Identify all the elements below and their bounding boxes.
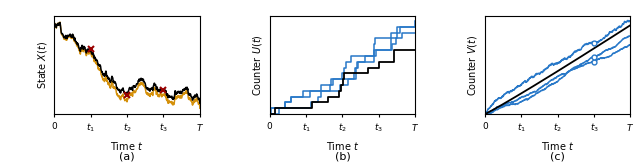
X-axis label: Time $t$: Time $t$: [541, 140, 574, 152]
X-axis label: Time $t$: Time $t$: [111, 140, 144, 152]
Y-axis label: State $X(t)$: State $X(t)$: [36, 41, 49, 89]
Y-axis label: Counter $U(t)$: Counter $U(t)$: [251, 34, 264, 96]
Text: (b): (b): [335, 151, 350, 161]
X-axis label: Time $t$: Time $t$: [326, 140, 359, 152]
Text: (a): (a): [119, 151, 135, 161]
Y-axis label: Counter $V(t)$: Counter $V(t)$: [467, 35, 479, 96]
Text: (c): (c): [550, 151, 565, 161]
